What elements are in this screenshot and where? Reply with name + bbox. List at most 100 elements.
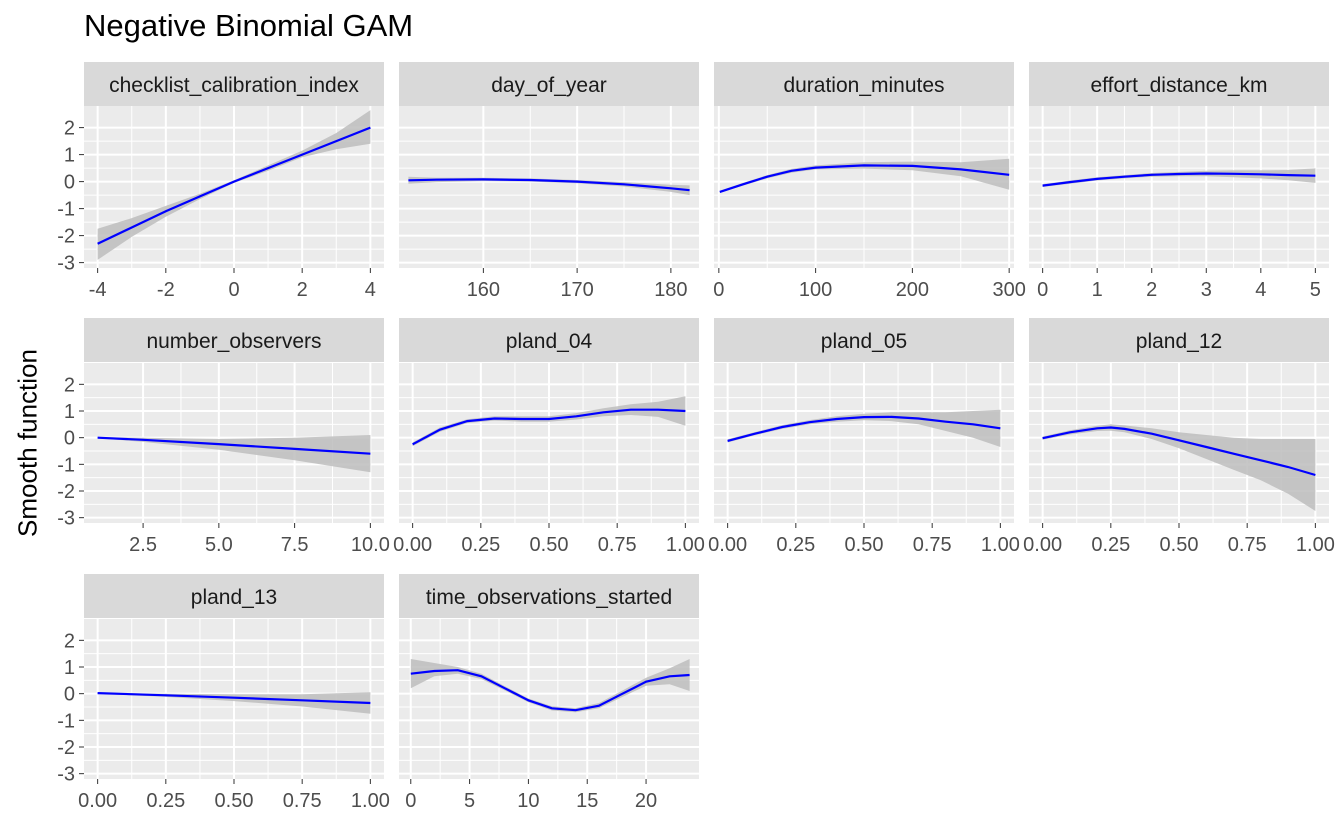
x-tick-label: 0.75 <box>913 534 952 556</box>
smooth-line <box>97 126 371 245</box>
x-tick-label: 4 <box>365 279 376 301</box>
x-tick-label: 2 <box>297 279 308 301</box>
facet-strip-label: pland_13 <box>191 586 277 609</box>
x-tick-label: 100 <box>799 279 832 301</box>
facet-strip-label: checklist_calibration_index <box>109 74 359 97</box>
y-tick-label: -1 <box>57 199 75 221</box>
x-tick-label: 5 <box>464 790 475 812</box>
facet-panel: effort_distance_km 0 1 2 3 4 5 <box>1029 62 1329 301</box>
confidence-band <box>97 692 371 714</box>
y-tick-label: 1 <box>64 145 75 167</box>
x-tick-label: 0.75 <box>1228 534 1267 556</box>
x-tick-label: 0.25 <box>776 534 815 556</box>
x-tick-label: 180 <box>654 279 687 301</box>
y-tick-label: 1 <box>64 657 75 679</box>
y-tick-label: -2 <box>57 226 75 248</box>
y-tick-label: 0 <box>64 172 75 194</box>
x-tick-label: 0.75 <box>283 790 322 812</box>
y-tick-label: -3 <box>57 508 75 530</box>
facet-strip <box>1029 318 1329 362</box>
x-tick-label: 300 <box>992 279 1025 301</box>
x-tick-label: 1.00 <box>1296 534 1335 556</box>
facet-panel: duration_minutes 0 100 200 300 <box>713 62 1026 301</box>
panel-background <box>399 619 699 779</box>
y-tick-label: -1 <box>57 710 75 732</box>
smooth-line <box>727 415 1001 442</box>
x-tick-label: 3 <box>1201 279 1212 301</box>
y-tick-label: 2 <box>64 118 75 140</box>
smooth-line <box>410 669 690 712</box>
facet-strip-label: day_of_year <box>491 74 607 97</box>
x-tick-label: 0.00 <box>78 790 117 812</box>
facet-panel: checklist_calibration_index -4 -2 0 2 4 2 1 0 -1 -… <box>57 62 384 301</box>
y-tick-label: -3 <box>57 253 75 275</box>
x-tick-label: 2 <box>1146 279 1157 301</box>
x-tick-label: 1.00 <box>666 534 705 556</box>
y-tick-label: -2 <box>57 737 75 759</box>
x-tick-label: 7.5 <box>281 534 309 556</box>
x-tick-label: -2 <box>157 279 175 301</box>
facet-strip <box>84 62 384 106</box>
x-tick-label: 0.00 <box>393 534 432 556</box>
x-tick-label: 0.50 <box>215 790 254 812</box>
x-tick-label: 0 <box>1037 279 1048 301</box>
facet-strip-label: time_observations_started <box>426 586 672 609</box>
x-tick-label: 10 <box>517 790 539 812</box>
y-tick-label: -3 <box>57 764 75 786</box>
x-tick-label: 0.25 <box>146 790 185 812</box>
facet-panel: pland_13 0.00 0.25 0.50 0.75 1.00 2 1 0 -1 -2 -3 <box>57 574 390 812</box>
smooth-line <box>719 164 1010 193</box>
smooth-line <box>1042 172 1316 187</box>
x-tick-label: 5 <box>1310 279 1321 301</box>
x-tick-label: 0.00 <box>1023 534 1062 556</box>
smooth-line <box>1042 426 1316 477</box>
x-tick-label: 4 <box>1255 279 1266 301</box>
x-tick-label: 10.0 <box>351 534 390 556</box>
smooth-line <box>412 408 686 446</box>
smooth-line <box>408 178 690 192</box>
facet-strip <box>714 62 1014 106</box>
facet-panel: pland_05 0.00 0.25 0.50 0.75 1.00 <box>708 318 1020 556</box>
facet-strip <box>84 574 384 618</box>
x-tick-label: 160 <box>467 279 500 301</box>
facet-strip-label: pland_04 <box>506 330 593 353</box>
facet-strip <box>84 318 384 362</box>
facet-panel: time_observations_started 0 5 10 15 20 <box>399 574 699 812</box>
facet-strip-label: duration_minutes <box>783 74 944 97</box>
chart-title: Negative Binomial GAM <box>84 8 414 43</box>
x-tick-label: 0.50 <box>1160 534 1199 556</box>
facet-strip-label: number_observers <box>146 330 321 353</box>
x-tick-label: 0.00 <box>708 534 747 556</box>
x-tick-label: 1 <box>1092 279 1103 301</box>
smooth-line <box>97 436 371 455</box>
x-tick-label: 20 <box>635 790 657 812</box>
x-tick-label: 0 <box>228 279 239 301</box>
x-tick-label: 5.0 <box>205 534 233 556</box>
x-tick-label: 200 <box>896 279 929 301</box>
x-tick-label: 170 <box>560 279 593 301</box>
facet-strip <box>1029 62 1329 106</box>
facet-strip <box>399 318 699 362</box>
facet-panel: day_of_year 160 170 180 <box>399 62 699 301</box>
y-tick-label: 0 <box>64 684 75 706</box>
y-tick-label: 0 <box>64 428 75 450</box>
facet-strip-label: pland_12 <box>1136 330 1222 353</box>
facet-strip-label: pland_05 <box>821 330 907 353</box>
y-tick-label: -2 <box>57 481 75 503</box>
facet-panel: pland_12 0.00 0.25 0.50 0.75 1.00 <box>1023 318 1335 556</box>
x-tick-label: 0 <box>713 279 724 301</box>
x-tick-label: 15 <box>576 790 598 812</box>
facet-strip-label: effort_distance_km <box>1090 74 1267 97</box>
x-tick-label: 0.25 <box>461 534 500 556</box>
x-tick-label: -4 <box>89 279 107 301</box>
x-tick-label: 0.50 <box>845 534 884 556</box>
y-tick-label: 1 <box>64 401 75 423</box>
smooth-line <box>97 692 371 705</box>
y-tick-label: -1 <box>57 454 75 476</box>
x-tick-label: 2.5 <box>129 534 157 556</box>
facet-strip <box>714 318 1014 362</box>
facet-panel: pland_04 0.00 0.25 0.50 0.75 1.00 <box>393 318 705 556</box>
x-tick-label: 0.25 <box>1091 534 1130 556</box>
y-tick-label: 2 <box>64 374 75 396</box>
